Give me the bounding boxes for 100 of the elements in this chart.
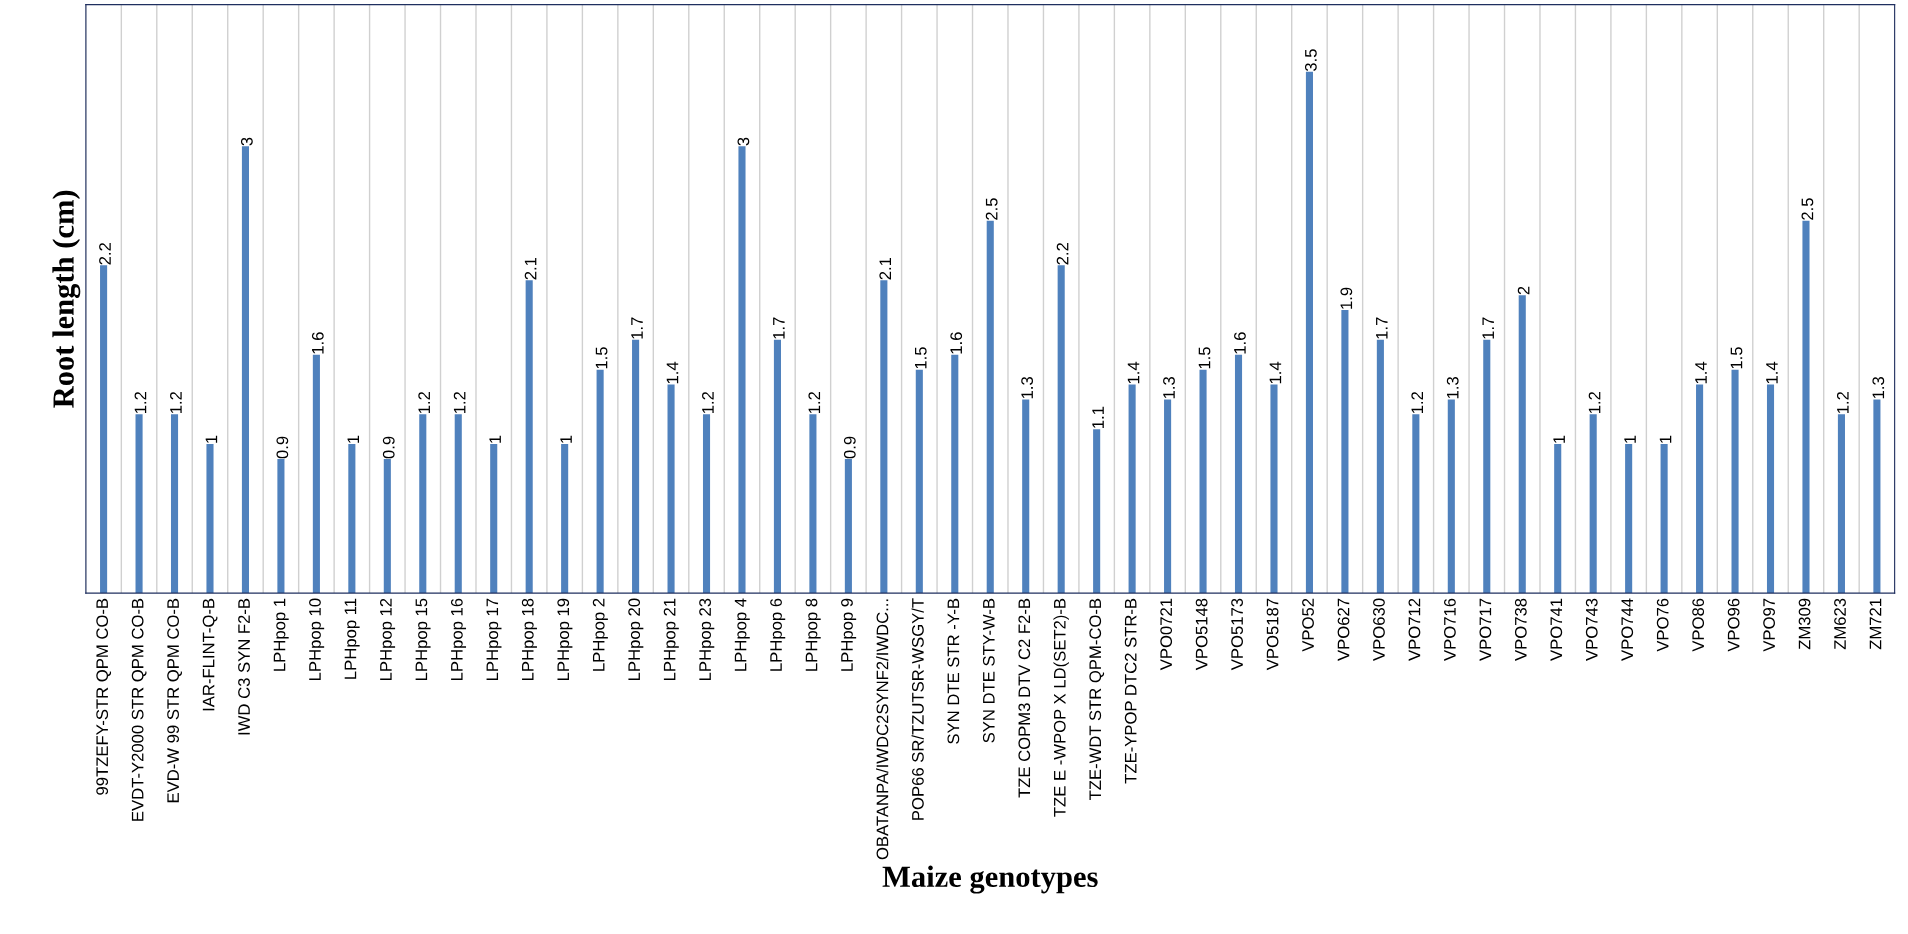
data-label: 1.7 bbox=[1376, 317, 1388, 339]
bar bbox=[1305, 71, 1313, 594]
data-label: 1.3 bbox=[1446, 377, 1459, 399]
bar bbox=[667, 384, 675, 594]
bar bbox=[1412, 414, 1420, 594]
data-label: 1.2 bbox=[1836, 392, 1849, 414]
x-tick-label: VPO5187 bbox=[1266, 598, 1279, 671]
data-label: 1.5 bbox=[595, 347, 608, 369]
x-tick-label: IWD C3 SYN F2-B bbox=[238, 598, 250, 735]
data-label: 1.3 bbox=[1163, 377, 1175, 399]
bar bbox=[170, 414, 179, 594]
x-tick-label: ZM623 bbox=[1834, 598, 1846, 650]
x-tick-label: LPHpop 11 bbox=[344, 598, 360, 679]
bar bbox=[1518, 295, 1526, 594]
x-tick-label: VPO97 bbox=[1763, 598, 1775, 652]
data-label: 0.9 bbox=[276, 436, 289, 459]
bar bbox=[1234, 354, 1243, 594]
data-label: 1.2 bbox=[702, 392, 714, 414]
data-label: 1 bbox=[489, 435, 501, 443]
data-label: 2.2 bbox=[1056, 243, 1069, 265]
x-tick-label: VPO5148 bbox=[1195, 598, 1208, 671]
x-tick-label: TZE E -WPOP X LD(SET2)-B bbox=[1053, 598, 1069, 817]
x-tick-label: VPO741 bbox=[1550, 598, 1563, 661]
bar bbox=[1625, 444, 1633, 594]
x-tick-label: VPO5173 bbox=[1231, 598, 1243, 671]
x-axis-title: Maize genotypes bbox=[882, 865, 1098, 894]
bar bbox=[738, 146, 746, 594]
x-tick-label: TZE COPM3 DTV C2 F2-B bbox=[1018, 598, 1031, 798]
bar bbox=[419, 414, 427, 594]
x-tick-label: LPHpop 16 bbox=[450, 598, 467, 680]
x-tick-label: LPHpop 19 bbox=[557, 598, 573, 680]
x-tick-label: TZE-YPOP DTC2 STR-B bbox=[1124, 598, 1137, 784]
data-label: 1.3 bbox=[1021, 377, 1034, 399]
data-label: 1.5 bbox=[1198, 347, 1211, 369]
bar bbox=[1660, 444, 1668, 594]
bar bbox=[241, 146, 250, 594]
data-label: 1.2 bbox=[1411, 392, 1423, 414]
bar bbox=[348, 444, 356, 594]
y-axis-title: Root length (cm) bbox=[52, 190, 81, 408]
bar bbox=[1093, 429, 1101, 594]
bar bbox=[596, 369, 604, 594]
data-label: 1.6 bbox=[1234, 332, 1246, 354]
x-tick-label: LPHpop 10 bbox=[309, 598, 325, 680]
bar bbox=[1022, 399, 1030, 594]
x-tick-label: POP66 SR/TZUTSR-WSGY/T bbox=[911, 598, 924, 820]
data-label: 1 bbox=[1659, 435, 1672, 443]
data-label: 1.1 bbox=[1092, 406, 1104, 428]
x-tick-label: VPO76 bbox=[1656, 598, 1669, 652]
x-tick-label: VPO717 bbox=[1479, 598, 1492, 661]
data-label: 1.3 bbox=[1872, 377, 1885, 399]
x-tick-label: 99TZEFY-STR QPM CO-B bbox=[96, 598, 112, 795]
bar bbox=[1447, 399, 1455, 594]
data-label: 2.5 bbox=[985, 198, 998, 220]
bar bbox=[277, 459, 285, 594]
x-tick-label: ZM721 bbox=[1869, 598, 1882, 650]
x-tick-label: LPHpop 18 bbox=[521, 598, 537, 680]
x-tick-label: LPHpop 17 bbox=[486, 598, 502, 680]
data-label: 3 bbox=[240, 137, 253, 146]
bar bbox=[632, 339, 640, 594]
bar bbox=[561, 444, 569, 594]
x-tick-label: LPHpop 1 bbox=[273, 598, 289, 671]
data-label: 1.5 bbox=[1730, 347, 1743, 369]
data-label: 2.1 bbox=[879, 257, 891, 280]
bar bbox=[1731, 369, 1739, 594]
data-label: 1 bbox=[1624, 435, 1636, 443]
x-tick-label: SYN DTE STR -Y-B bbox=[947, 598, 960, 744]
bar bbox=[1128, 384, 1136, 594]
x-tick-label: VPO630 bbox=[1373, 598, 1385, 661]
data-label: 1.2 bbox=[453, 392, 466, 414]
x-tick-label: VPO0721 bbox=[1160, 598, 1173, 671]
x-tick-label: VPO86 bbox=[1692, 598, 1705, 652]
x-tick-label: VPO52 bbox=[1302, 598, 1314, 652]
bar bbox=[1270, 384, 1278, 594]
x-tick-label: VPO738 bbox=[1514, 598, 1527, 661]
x-tick-label: LPHpop 21 bbox=[663, 598, 679, 680]
bar bbox=[1873, 399, 1881, 594]
data-label: 1 bbox=[1553, 435, 1565, 443]
x-tick-label: OBATANPA/IWDC2SYNF2/IWDC... bbox=[876, 599, 889, 860]
x-tick-label: VPO96 bbox=[1727, 598, 1740, 652]
bar bbox=[1164, 399, 1172, 594]
bar bbox=[880, 280, 888, 594]
x-tick-label: VPO744 bbox=[1621, 598, 1634, 661]
data-label: 1.6 bbox=[950, 332, 963, 354]
data-label: 1.2 bbox=[170, 392, 182, 414]
bar bbox=[1589, 414, 1597, 594]
data-label: 1.2 bbox=[1588, 392, 1601, 414]
data-label: 1.5 bbox=[915, 347, 927, 369]
x-tick-label: VPO743 bbox=[1585, 598, 1598, 661]
data-label: 1.9 bbox=[1340, 287, 1353, 309]
x-tick-label: LPHpop 23 bbox=[699, 598, 715, 680]
x-tick-label: VPO716 bbox=[1443, 598, 1456, 661]
x-tick-label: LPHpop 4 bbox=[734, 598, 750, 671]
data-label: 1 bbox=[347, 435, 359, 443]
bar bbox=[951, 354, 959, 594]
data-label: 1.2 bbox=[418, 392, 430, 414]
data-label: 1.7 bbox=[773, 317, 785, 339]
x-tick-label: LPHpop 8 bbox=[805, 598, 821, 671]
data-label: 0.9 bbox=[843, 436, 856, 459]
bar bbox=[1483, 339, 1491, 594]
bar bbox=[773, 339, 781, 594]
